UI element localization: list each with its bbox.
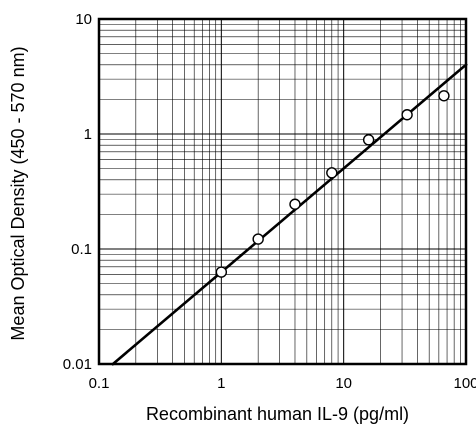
plot-frame	[97, 17, 468, 366]
y-tick-label: 0.01	[63, 356, 92, 373]
data-point	[326, 167, 338, 179]
data-point	[252, 233, 264, 245]
x-tick-label: 10	[335, 375, 352, 392]
y-tick-label: 10	[75, 11, 92, 28]
data-point	[289, 198, 301, 210]
data-points	[215, 90, 450, 278]
x-tick-label: 0.1	[89, 375, 110, 392]
data-point	[215, 266, 228, 278]
y-tick-labels: 0.01 0.1 1 10	[63, 11, 92, 373]
x-tick-label: 1	[217, 375, 225, 392]
y-axis-title: Mean Optical Density (450 - 570 nm)	[8, 46, 28, 340]
data-point	[401, 109, 413, 121]
y-tick-label: 1	[84, 126, 92, 143]
data-point	[362, 134, 375, 146]
grid	[99, 19, 466, 364]
x-axis-title: Recombinant human IL-9 (pg/ml)	[146, 404, 409, 424]
data-point	[438, 90, 450, 102]
x-tick-label: 100	[453, 375, 476, 392]
y-tick-label: 0.1	[71, 241, 92, 258]
x-tick-labels: 0.1 1 10 100	[89, 375, 476, 392]
